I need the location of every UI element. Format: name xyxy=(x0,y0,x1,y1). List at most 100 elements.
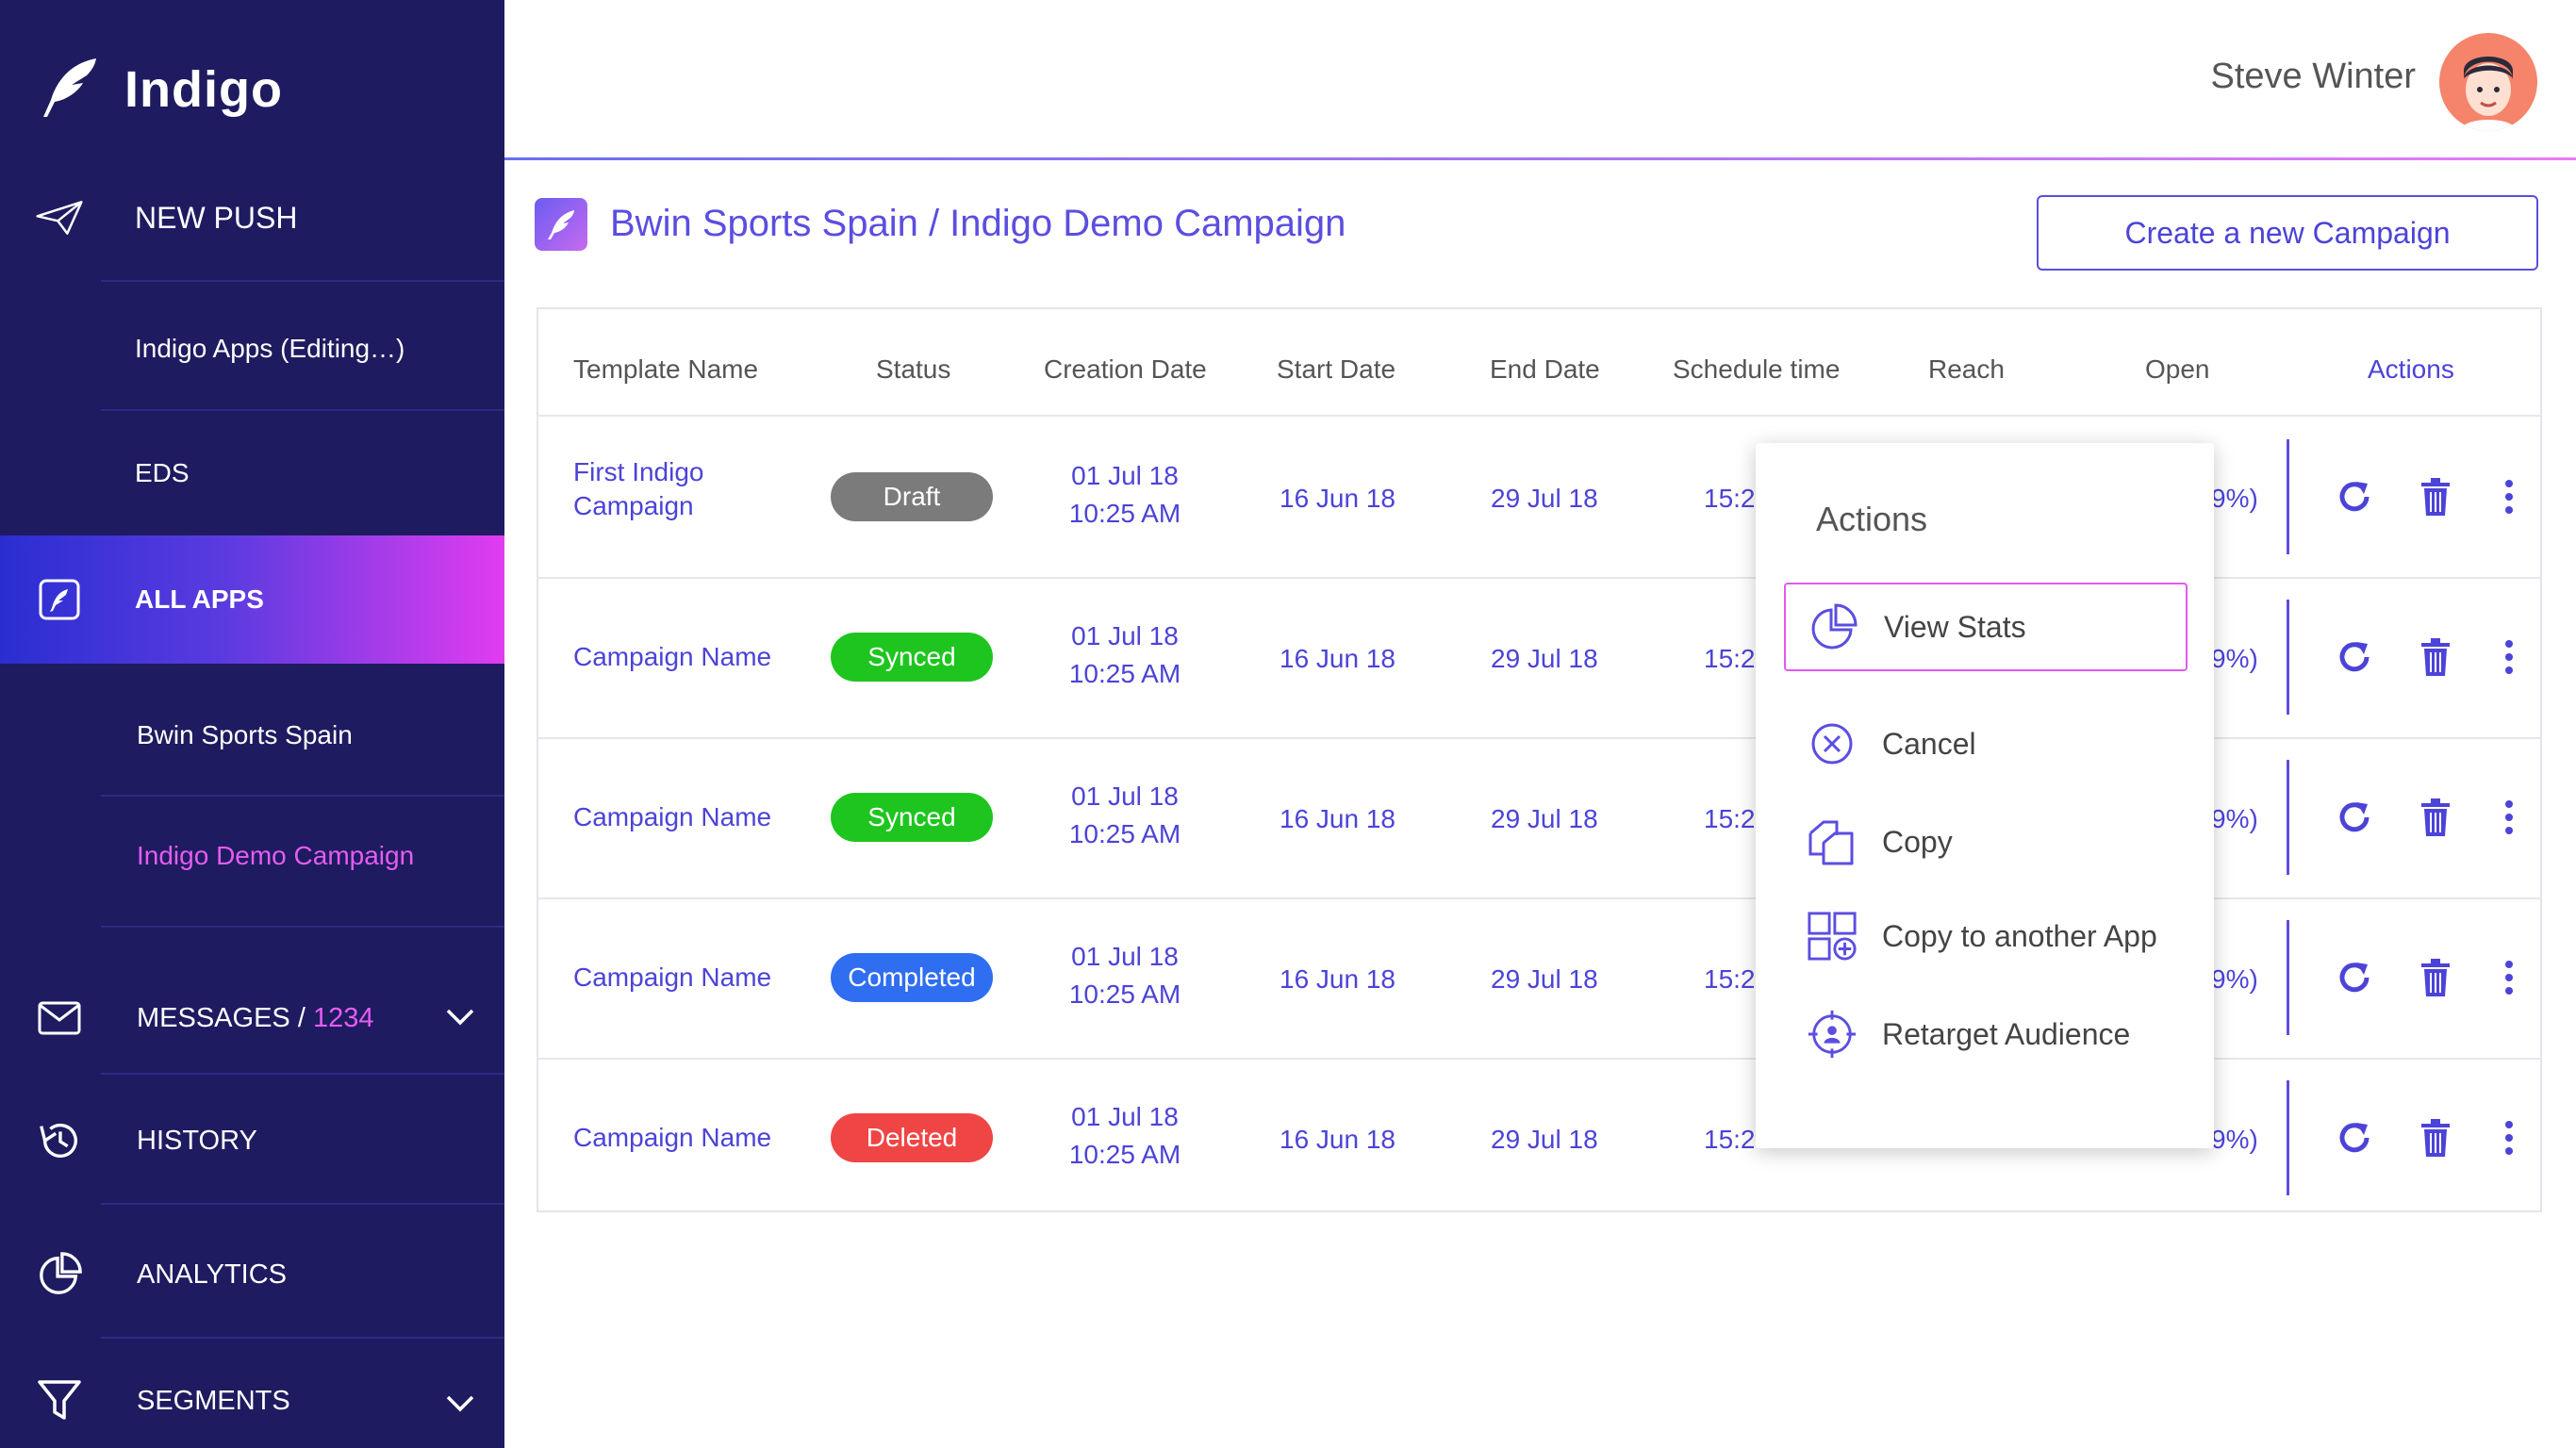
refresh-icon[interactable] xyxy=(2334,476,2375,518)
refresh-icon[interactable] xyxy=(2334,636,2375,678)
more-vertical-icon[interactable] xyxy=(2488,476,2530,518)
view-stats-option[interactable]: View Stats xyxy=(1784,583,2188,671)
header-divider xyxy=(504,157,2576,160)
refresh-icon[interactable] xyxy=(2334,1117,2375,1159)
open-value: 9%) xyxy=(2211,1125,2258,1154)
open-value: 9%) xyxy=(2211,644,2258,673)
nav-demo-campaign-label: Indigo Demo Campaign xyxy=(137,841,415,870)
nav-new-push[interactable]: NEW PUSH xyxy=(0,177,504,258)
retarget-audience-option[interactable]: Retarget Audience xyxy=(1784,990,2188,1078)
trash-icon[interactable] xyxy=(2415,957,2456,998)
open-value: 9%) xyxy=(2211,484,2258,513)
schedule-time: 15:2 xyxy=(1704,484,1756,513)
row-divider xyxy=(538,577,2540,579)
creation-date-day: 01 Jul 18 xyxy=(1071,782,1179,811)
actions-separator xyxy=(2287,760,2289,875)
nav-eds-label: EDS xyxy=(135,458,190,487)
copy-icon xyxy=(1807,816,1858,867)
brand[interactable]: Indigo xyxy=(38,47,283,132)
nav-segments[interactable]: SEGMENTS xyxy=(0,1363,504,1439)
more-vertical-icon[interactable] xyxy=(2488,957,2530,998)
creation-date-day: 01 Jul 18 xyxy=(1071,942,1179,971)
divider xyxy=(101,280,504,282)
edit-app-icon xyxy=(36,576,83,623)
template-name-line1: Campaign Name xyxy=(573,802,772,831)
more-vertical-icon[interactable] xyxy=(2488,636,2530,678)
schedule-time: 15:2 xyxy=(1704,1125,1756,1154)
template-name-link[interactable]: Campaign Name xyxy=(573,640,771,674)
campaign-table: Template Name Status Creation Date Start… xyxy=(537,307,2542,1212)
start-date: 16 Jun 18 xyxy=(1280,1125,1395,1154)
divider xyxy=(101,926,504,928)
feather-logo-icon xyxy=(38,55,104,125)
nav-bwin[interactable]: Bwin Sports Spain xyxy=(0,698,504,773)
paper-plane-icon xyxy=(36,194,83,241)
avatar[interactable] xyxy=(2439,33,2537,131)
nav-all-apps[interactable]: ALL APPS xyxy=(0,535,504,664)
template-name-line1: First Indigo xyxy=(573,457,704,486)
trash-icon[interactable] xyxy=(2415,1117,2456,1159)
actions-separator xyxy=(2287,920,2289,1035)
trash-icon[interactable] xyxy=(2415,636,2456,678)
copy-to-app-option[interactable]: Copy to another App xyxy=(1784,892,2188,980)
header-start-date: Start Date xyxy=(1277,354,1396,384)
more-vertical-icon[interactable] xyxy=(2488,1117,2530,1159)
open-value: 9%) xyxy=(2211,804,2258,833)
template-name-link[interactable]: Campaign Name xyxy=(573,800,771,834)
nav-messages[interactable]: MESSAGES / 1234 xyxy=(0,980,504,1056)
nav-messages-label: MESSAGES / 1234 xyxy=(137,1003,373,1034)
target-user-icon xyxy=(1807,1009,1858,1060)
end-date: 29 Jul 18 xyxy=(1491,484,1598,513)
divider xyxy=(101,409,504,411)
sidebar: Indigo NEW PUSH Indigo Apps (Editing…) E… xyxy=(0,0,504,1448)
creation-date: 01 Jul 18 10:25 AM xyxy=(1040,457,1210,533)
divider xyxy=(101,795,504,797)
nav-history-label: HISTORY xyxy=(137,1125,257,1156)
trash-icon[interactable] xyxy=(2415,797,2456,838)
breadcrumb[interactable]: Bwin Sports Spain / Indigo Demo Campaign xyxy=(610,203,1346,244)
creation-date-time: 10:25 AM xyxy=(1068,819,1181,848)
copy-to-app-label: Copy to another App xyxy=(1882,918,2157,953)
status-badge: Deleted xyxy=(831,1113,993,1162)
status-badge: Synced xyxy=(831,793,993,842)
trash-icon[interactable] xyxy=(2415,476,2456,518)
view-stats-label: View Stats xyxy=(1884,609,2026,644)
chevron-down-icon[interactable] xyxy=(444,1001,476,1033)
creation-date: 01 Jul 18 10:25 AM xyxy=(1040,617,1210,693)
copy-app-icon xyxy=(1807,911,1858,962)
nav-analytics[interactable]: ANALYTICS xyxy=(0,1237,504,1312)
template-name-link[interactable]: First Indigo Campaign xyxy=(573,455,704,523)
actions-separator xyxy=(2287,600,2289,715)
create-campaign-button[interactable]: Create a new Campaign xyxy=(2037,195,2538,271)
nav-eds[interactable]: EDS xyxy=(0,436,504,511)
nav-history[interactable]: HISTORY xyxy=(0,1103,504,1178)
nav-indigo-apps[interactable]: Indigo Apps (Editing…) xyxy=(0,311,504,387)
refresh-icon[interactable] xyxy=(2334,797,2375,838)
divider xyxy=(101,1337,504,1339)
template-name-link[interactable]: Campaign Name xyxy=(573,1121,771,1155)
divider xyxy=(101,1203,504,1205)
user-name[interactable]: Steve Winter xyxy=(2210,57,2416,96)
actions-separator xyxy=(2287,439,2289,554)
pie-chart-icon xyxy=(36,1251,83,1298)
messages-sep: / xyxy=(289,1002,313,1033)
nav-new-push-label: NEW PUSH xyxy=(135,200,298,235)
open-value: 9%) xyxy=(2211,964,2258,994)
more-vertical-icon[interactable] xyxy=(2488,797,2530,838)
end-date: 29 Jul 18 xyxy=(1491,644,1598,673)
refresh-icon[interactable] xyxy=(2334,957,2375,998)
messages-text: MESSAGES xyxy=(137,1002,290,1033)
header-reach: Reach xyxy=(1928,354,2005,384)
creation-date-time: 10:25 AM xyxy=(1068,1140,1181,1169)
nav-segments-label: SEGMENTS xyxy=(137,1385,290,1416)
row-divider xyxy=(538,897,2540,899)
template-name-line1: Campaign Name xyxy=(573,963,772,992)
cancel-option[interactable]: Cancel xyxy=(1784,699,2188,788)
header-end-date: End Date xyxy=(1490,354,1600,384)
nav-demo-campaign[interactable]: Indigo Demo Campaign xyxy=(0,818,504,894)
nav-analytics-label: ANALYTICS xyxy=(137,1259,288,1290)
copy-label: Copy xyxy=(1882,824,1953,859)
template-name-link[interactable]: Campaign Name xyxy=(573,961,771,995)
copy-option[interactable]: Copy xyxy=(1784,798,2188,886)
chevron-down-icon[interactable] xyxy=(444,1388,476,1420)
